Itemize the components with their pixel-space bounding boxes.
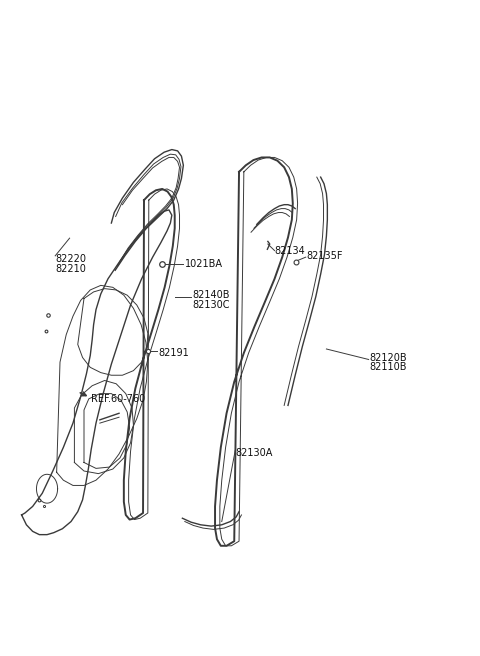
Text: 82130C: 82130C (192, 300, 229, 310)
Text: 82210: 82210 (55, 264, 86, 274)
Text: 82110B: 82110B (370, 362, 407, 373)
Text: 82191: 82191 (158, 348, 189, 358)
Text: 82140B: 82140B (192, 290, 229, 300)
Text: REF.60-760: REF.60-760 (91, 394, 145, 404)
Text: 82134: 82134 (275, 245, 305, 256)
Text: 1021BA: 1021BA (185, 258, 223, 269)
Text: 82120B: 82120B (370, 352, 407, 363)
Text: 82130A: 82130A (235, 447, 273, 458)
Text: 82220: 82220 (55, 254, 86, 264)
Text: 82135F: 82135F (306, 251, 343, 261)
